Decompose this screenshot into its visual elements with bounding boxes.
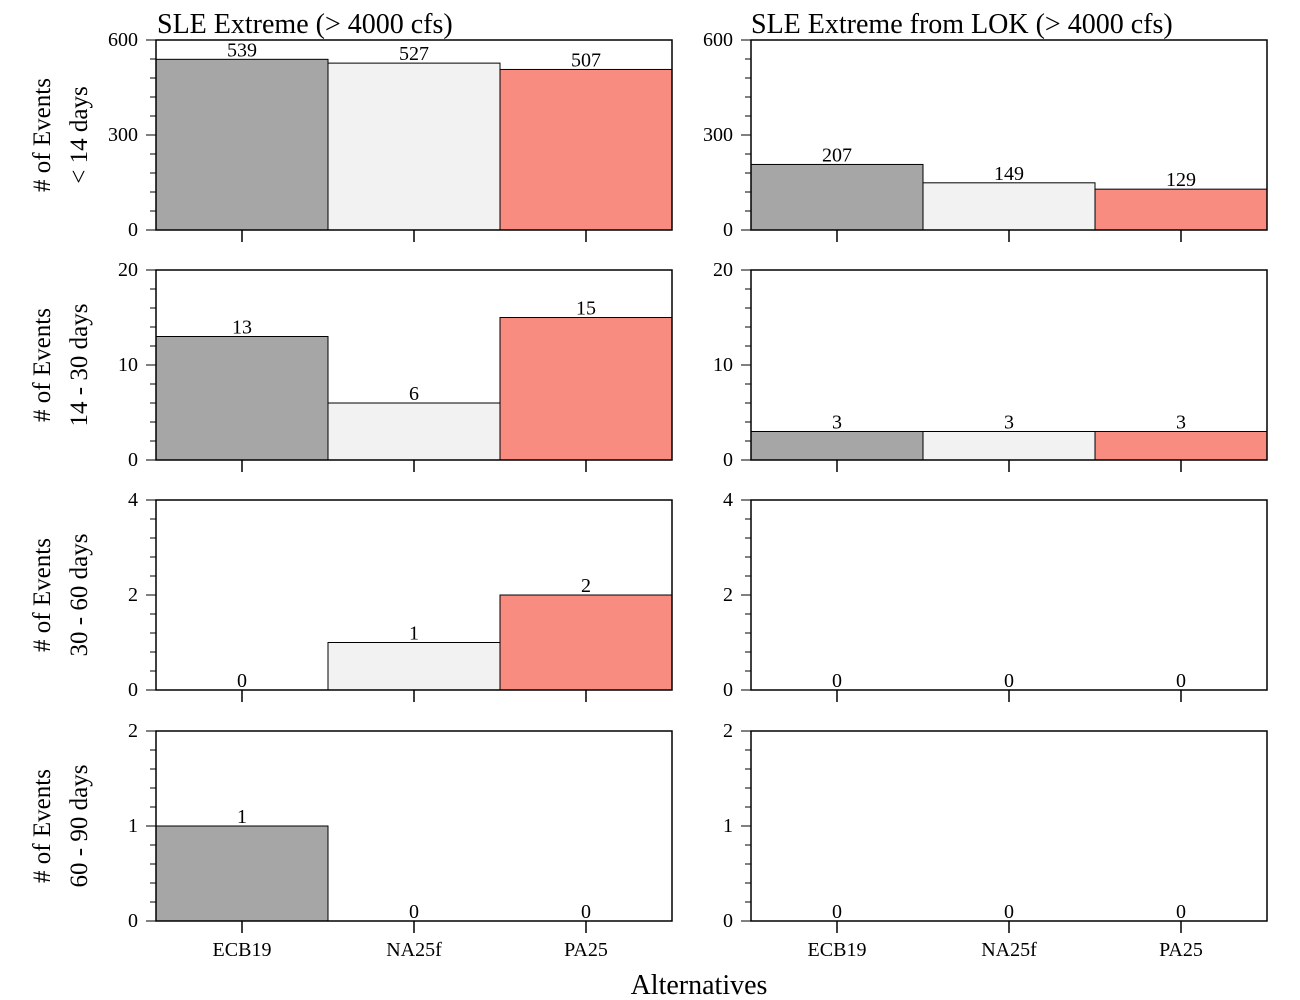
data-label-PA25: 15 <box>576 298 596 320</box>
y-tick-label: 0 <box>128 679 138 701</box>
panel-2-2: 3 3 3 0 10 20 <box>713 259 1268 472</box>
data-label-ECB19: 0 <box>832 901 842 923</box>
data-label-NA25f: 0 <box>409 901 419 923</box>
plot-frame <box>750 499 1268 691</box>
y-tick-label: 0 <box>128 449 138 471</box>
y-tick-label: 20 <box>118 259 138 281</box>
y-tick-label: 2 <box>128 720 138 742</box>
bar-PA25 <box>499 68 673 231</box>
x-tick-label-NA25f: NA25f <box>386 939 442 961</box>
data-label-ECB19: 539 <box>227 39 257 61</box>
data-label-PA25: 0 <box>581 901 591 923</box>
y-tick-label: 2 <box>723 720 733 742</box>
y-tick-label: 10 <box>713 354 733 376</box>
y-tick-label: 2 <box>128 584 138 606</box>
data-label-NA25f: 1 <box>409 623 419 645</box>
y-tick-label: 0 <box>128 910 138 932</box>
bar-ECB19 <box>750 431 924 461</box>
data-label-PA25: 129 <box>1166 169 1196 191</box>
plot-frame <box>750 730 1268 922</box>
data-label-ECB19: 3 <box>832 412 842 434</box>
bar-ECB19 <box>750 163 924 231</box>
panel-1-1: 539 527 507 0 300 600 <box>108 29 673 242</box>
y-tick-label: 0 <box>723 219 733 241</box>
row-label-3-line2: 30 - 60 days <box>66 534 93 657</box>
bar-ECB19 <box>155 825 329 922</box>
row-label-2-line2: 14 - 30 days <box>66 304 93 427</box>
row-label-2-line1: # of Events <box>29 308 56 422</box>
panel-2-1: 13 6 15 0 10 20 <box>118 259 673 472</box>
x-tick-label-PA25: PA25 <box>1159 939 1203 961</box>
data-label-NA25f: 149 <box>994 163 1024 185</box>
bar-PA25 <box>499 317 673 461</box>
bar-NA25f <box>922 431 1096 461</box>
data-label-PA25: 3 <box>1176 412 1186 434</box>
data-label-PA25: 0 <box>1176 670 1186 692</box>
panel-3-2: 0 0 0 0 2 4 <box>723 489 1268 702</box>
panel-4-1: 1 0 0 0 1 2 ECB19 NA25f PA25 <box>128 720 673 961</box>
x-tick-label-ECB19: ECB19 <box>213 939 272 961</box>
bar-NA25f <box>327 62 501 231</box>
panel-1-2: 207 149 129 0 300 600 <box>703 29 1268 242</box>
y-tick-label: 4 <box>128 489 138 511</box>
x-axis-title: Alternatives <box>631 970 768 1000</box>
data-label-NA25f: 3 <box>1004 412 1014 434</box>
y-tick-label: 1 <box>128 815 138 837</box>
data-label-ECB19: 207 <box>822 144 852 166</box>
bar-NA25f <box>327 402 501 461</box>
data-label-ECB19: 1 <box>237 806 247 828</box>
data-label-ECB19: 0 <box>832 670 842 692</box>
y-tick-label: 4 <box>723 489 733 511</box>
row-label-3-line1: # of Events <box>29 538 56 652</box>
row-label-4-line1: # of Events <box>29 769 56 883</box>
y-tick-label: 2 <box>723 584 733 606</box>
y-tick-label: 0 <box>723 449 733 471</box>
panel-4-2: 0 0 0 0 1 2 ECB19 NA25f PA25 <box>723 720 1268 961</box>
data-label-NA25f: 527 <box>399 43 429 65</box>
y-tick-label: 20 <box>713 259 733 281</box>
bar-ECB19 <box>155 58 329 231</box>
bar-PA25 <box>1094 431 1268 461</box>
column-title-right: SLE Extreme from LOK (> 4000 cfs) <box>751 9 1173 40</box>
y-tick-label: 300 <box>703 124 733 146</box>
x-tick-label-ECB19: ECB19 <box>808 939 867 961</box>
data-label-PA25: 2 <box>581 575 591 597</box>
y-tick-label: 1 <box>723 815 733 837</box>
row-label-4-line2: 60 - 90 days <box>66 765 93 888</box>
column-title-left: SLE Extreme (> 4000 cfs) <box>157 9 453 40</box>
data-label-PA25: 507 <box>571 49 601 71</box>
row-label-1-line1: # of Events <box>29 78 56 192</box>
bar-PA25 <box>499 594 673 691</box>
row-label-1-line2: < 14 days <box>66 86 93 183</box>
bar-NA25f <box>327 642 501 691</box>
y-tick-label: 300 <box>108 124 138 146</box>
panel-3-1: 0 1 2 0 2 4 <box>128 489 673 702</box>
y-tick-label: 10 <box>118 354 138 376</box>
data-label-PA25: 0 <box>1176 901 1186 923</box>
bar-ECB19 <box>155 336 329 461</box>
data-label-NA25f: 6 <box>409 383 419 405</box>
x-tick-label-PA25: PA25 <box>564 939 608 961</box>
data-label-NA25f: 0 <box>1004 670 1014 692</box>
data-label-ECB19: 13 <box>232 317 252 339</box>
data-label-ECB19: 0 <box>237 670 247 692</box>
y-tick-label: 600 <box>108 29 138 51</box>
y-tick-label: 600 <box>703 29 733 51</box>
y-tick-label: 0 <box>723 910 733 932</box>
data-label-NA25f: 0 <box>1004 901 1014 923</box>
y-tick-label: 0 <box>128 219 138 241</box>
bar-PA25 <box>1094 188 1268 231</box>
bar-NA25f <box>922 182 1096 231</box>
y-tick-label: 0 <box>723 679 733 701</box>
x-tick-label-NA25f: NA25f <box>981 939 1037 961</box>
